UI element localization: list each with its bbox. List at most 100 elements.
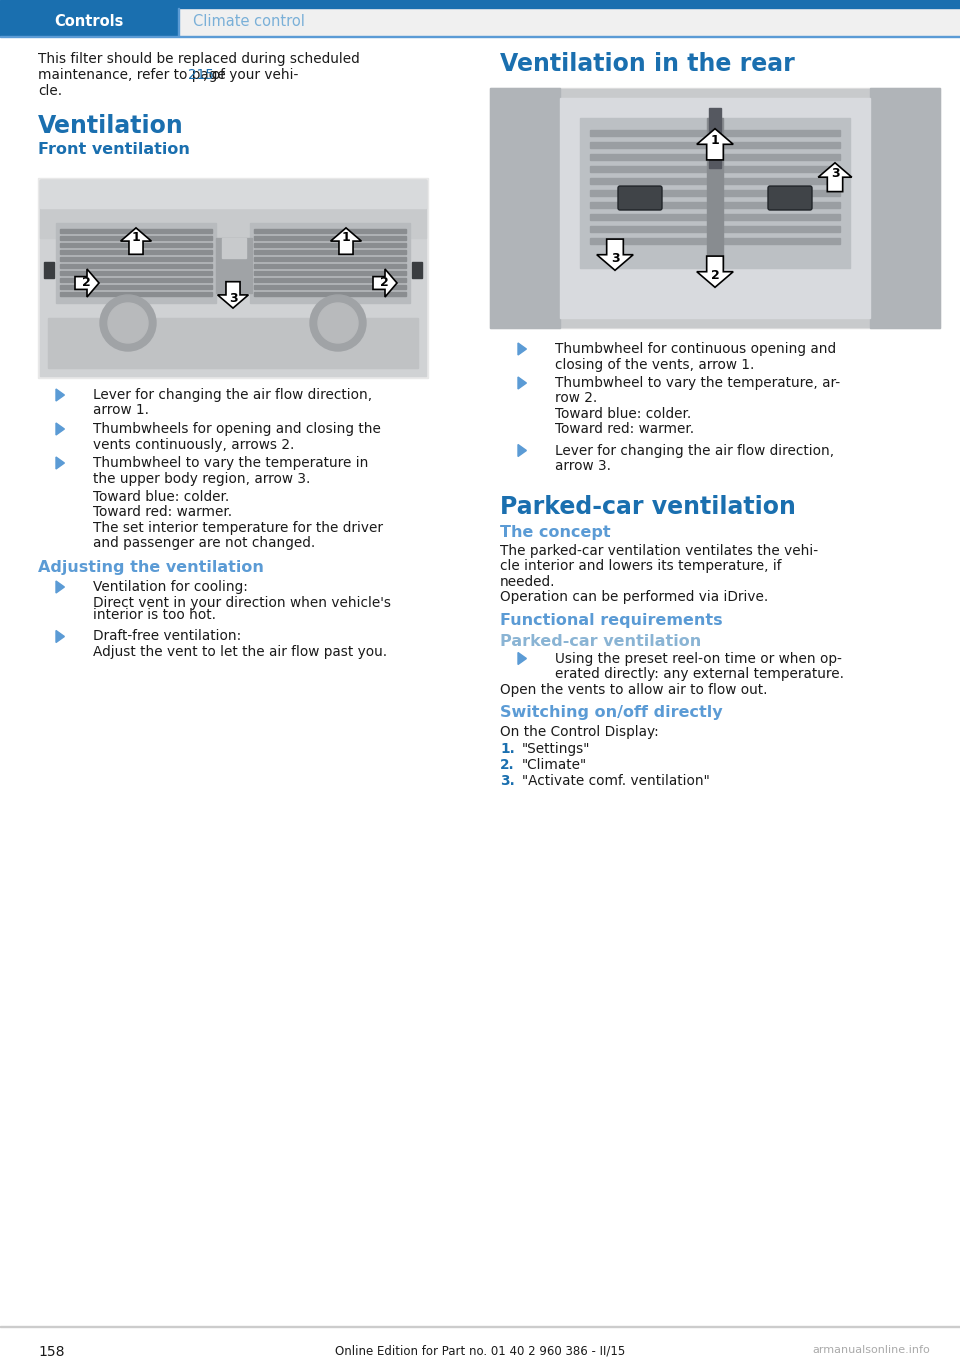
Text: Lever for changing the air flow direction,: Lever for changing the air flow directio… [555, 444, 834, 458]
Text: 1: 1 [342, 232, 350, 244]
Text: The concept: The concept [500, 526, 611, 541]
Text: "Settings": "Settings" [522, 742, 590, 756]
Circle shape [310, 296, 366, 351]
Text: needed.: needed. [500, 575, 556, 588]
Bar [590, 191, 840, 196]
Polygon shape [56, 458, 64, 469]
Polygon shape [518, 652, 526, 665]
Text: The parked-car ventilation ventilates the vehi-: The parked-car ventilation ventilates th… [500, 543, 818, 557]
Bar [560, 98, 870, 317]
Bar [254, 285, 406, 289]
Polygon shape [218, 282, 249, 308]
FancyBboxPatch shape [768, 187, 812, 210]
Bar [491, 89, 939, 327]
Polygon shape [373, 270, 397, 297]
Text: Thumbwheel to vary the temperature, ar-: Thumbwheel to vary the temperature, ar- [555, 376, 840, 390]
Text: Online Edition for Part no. 01 40 2 960 386 - II/15: Online Edition for Part no. 01 40 2 960 … [335, 1346, 625, 1358]
Text: 158: 158 [38, 1346, 64, 1359]
Text: 1: 1 [710, 133, 719, 147]
Text: 2: 2 [379, 276, 389, 290]
Text: The set interior temperature for the driver: The set interior temperature for the dri… [93, 522, 383, 535]
Bar [0, 8, 178, 35]
Text: This filter should be replaced during scheduled: This filter should be replaced during sc… [38, 52, 360, 65]
Bar [40, 180, 426, 376]
Text: 1: 1 [132, 232, 140, 244]
Bar [590, 166, 840, 172]
Text: armanualsonline.info: armanualsonline.info [812, 1346, 930, 1355]
Polygon shape [56, 631, 64, 643]
Bar [590, 129, 840, 136]
Bar [0, 8, 960, 35]
Bar [490, 89, 940, 328]
Text: 3.: 3. [500, 774, 515, 789]
Bar [590, 238, 840, 244]
Polygon shape [56, 582, 64, 592]
Bar [60, 285, 212, 289]
Text: erated directly: any external temperature.: erated directly: any external temperatur… [555, 667, 844, 681]
Bar [48, 317, 418, 368]
Bar [709, 108, 721, 168]
Text: Controls: Controls [55, 15, 124, 30]
Polygon shape [121, 227, 152, 255]
Polygon shape [75, 270, 99, 297]
Bar [254, 257, 406, 262]
Text: Adjust the vent to let the air flow past you.: Adjust the vent to let the air flow past… [93, 646, 387, 659]
Bar [178, 8, 179, 35]
Text: arrow 3.: arrow 3. [555, 459, 611, 473]
Text: Draft-free ventilation:: Draft-free ventilation: [93, 629, 241, 643]
Bar [222, 238, 246, 257]
Bar [707, 118, 723, 268]
Text: row 2.: row 2. [555, 391, 597, 406]
Bar [590, 154, 840, 159]
Polygon shape [518, 444, 526, 456]
FancyBboxPatch shape [618, 187, 662, 210]
Bar [60, 229, 212, 233]
Text: Thumbwheel for continuous opening and: Thumbwheel for continuous opening and [555, 342, 836, 355]
Text: Direct vent in your direction when vehicle's: Direct vent in your direction when vehic… [93, 595, 391, 610]
Bar [40, 180, 426, 208]
Bar [60, 278, 212, 282]
Text: "Climate": "Climate" [522, 759, 588, 772]
Bar [590, 226, 840, 232]
Text: , of your vehi-: , of your vehi- [203, 68, 299, 82]
Text: maintenance, refer to page: maintenance, refer to page [38, 68, 230, 82]
Text: arrow 1.: arrow 1. [93, 403, 149, 418]
Bar [60, 291, 212, 296]
Text: cle.: cle. [38, 84, 62, 98]
Polygon shape [330, 227, 361, 255]
Polygon shape [56, 424, 64, 434]
Text: Climate control: Climate control [193, 15, 305, 30]
Bar [60, 257, 212, 262]
Bar [56, 223, 216, 302]
Bar [254, 278, 406, 282]
Text: and passenger are not changed.: and passenger are not changed. [93, 537, 315, 550]
Bar [254, 264, 406, 268]
Text: Using the preset reel-on time or when op-: Using the preset reel-on time or when op… [555, 651, 842, 666]
Text: 215: 215 [188, 68, 214, 82]
Bar [412, 262, 422, 278]
Bar [254, 251, 406, 253]
Text: Toward red: warmer.: Toward red: warmer. [555, 422, 694, 436]
Bar [254, 242, 406, 247]
Bar [60, 264, 212, 268]
Circle shape [100, 296, 156, 351]
Text: Ventilation: Ventilation [38, 114, 183, 138]
Text: vents continuously, arrows 2.: vents continuously, arrows 2. [93, 437, 295, 451]
Text: Parked-car ventilation: Parked-car ventilation [500, 633, 701, 648]
Text: Parked-car ventilation: Parked-car ventilation [500, 496, 796, 519]
Circle shape [108, 302, 148, 343]
Bar [254, 291, 406, 296]
Circle shape [318, 302, 358, 343]
Bar [40, 180, 426, 238]
Text: Thumbwheel to vary the temperature in: Thumbwheel to vary the temperature in [93, 456, 369, 470]
Text: 3: 3 [830, 168, 839, 180]
Bar [60, 251, 212, 253]
Text: Front ventilation: Front ventilation [38, 142, 190, 157]
Polygon shape [697, 128, 733, 159]
Text: Lever for changing the air flow direction,: Lever for changing the air flow directio… [93, 388, 372, 402]
Bar [590, 214, 840, 221]
Bar [38, 178, 428, 379]
Bar [254, 271, 406, 275]
Text: 3: 3 [611, 252, 619, 266]
Bar [60, 242, 212, 247]
